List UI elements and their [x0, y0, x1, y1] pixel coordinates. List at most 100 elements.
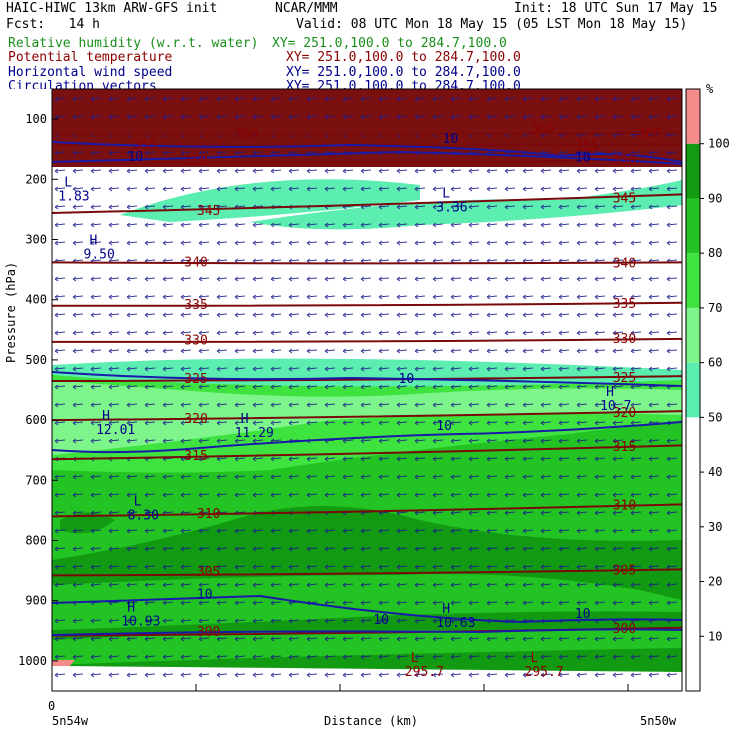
theta-label: 345	[613, 192, 636, 207]
colorbar-tick-label: 100	[708, 137, 730, 151]
x-start-label: 0	[48, 699, 55, 713]
theta-label: 350	[184, 154, 207, 169]
extremum-value: 8.30	[128, 509, 159, 524]
extremum-value: 9.50	[84, 247, 115, 262]
colorbar-frame	[685, 88, 701, 692]
theta-label: 365	[531, 122, 554, 137]
extremum-value: 10.93	[121, 615, 160, 630]
field-xy-rh: XY= 251.0,100.0 to 284.7,100.0	[272, 36, 507, 51]
colorbar-tick-label: 30	[708, 520, 722, 534]
x-axis	[51, 684, 629, 691]
wind-speed-label: 10	[443, 132, 459, 147]
theta-contour-325	[52, 375, 682, 382]
colorbar: 10 20 30 40 50 60 70 80 90 100	[685, 88, 730, 692]
y-tick-label: 600	[25, 413, 47, 427]
wind-speed-label: 10	[399, 372, 415, 387]
contour-labels: 300 300 305 305 310 310 315 315 320 320 325 325 330 3…	[58, 122, 661, 680]
rh-field	[52, 89, 682, 691]
colorbar-band	[686, 362, 700, 418]
colorbar-tick-label: 50	[708, 410, 722, 424]
y-axis-label: Pressure (hPa)	[4, 262, 18, 363]
theta-label: 325	[184, 372, 207, 387]
theta-label: 340	[184, 255, 207, 270]
theta-contour-305	[52, 568, 682, 577]
colorbar-band	[686, 417, 700, 691]
colorbar-tick-label: 20	[708, 575, 722, 589]
forecast-hour: Fcst: 14 h	[6, 17, 100, 32]
wind-speed-label: 10	[575, 151, 591, 166]
colorbar-unit: %	[706, 82, 714, 96]
theta-label: 350	[613, 153, 636, 168]
field-name-rh: Relative humidity (w.r.t. water)	[8, 36, 259, 51]
init-time: Init: 18 UTC Sun 17 May 15	[514, 1, 718, 16]
field-name-wind: Horizontal wind speed	[8, 65, 173, 80]
colorbar-band	[686, 89, 700, 144]
theta-contour-345	[52, 193, 682, 215]
colorbar-tick-label: 70	[708, 301, 722, 315]
theta-label: 335	[184, 298, 207, 313]
extremum-type: L	[64, 176, 72, 191]
field-name-vectors: Circulation vectors	[8, 80, 157, 89]
extremum-type: L	[411, 651, 419, 666]
extremum-value: 295.7	[525, 665, 564, 680]
valid-time: Valid: 08 UTC Mon 18 May 15 (05 LST Mon …	[296, 17, 688, 32]
wind-speed-label: 10	[575, 607, 591, 622]
x-right-label: 5n50w	[640, 714, 677, 728]
plot-frame	[51, 88, 683, 692]
extremum-type: H	[606, 385, 614, 400]
theta-contour-335	[52, 301, 682, 307]
colorbar-tick-label: 10	[708, 629, 722, 643]
y-tick-label: 1000	[18, 654, 47, 668]
extremum-type: H	[127, 601, 135, 616]
colorbar-tick-label: 60	[708, 356, 722, 370]
theta-label: 325	[613, 371, 636, 386]
extremum-type: H	[241, 412, 249, 427]
theta-label: 305	[197, 565, 220, 580]
theta-contour-310	[52, 503, 682, 518]
extremum-type: L	[531, 651, 539, 666]
extremum-type: H	[102, 409, 110, 424]
colorbar-band	[686, 307, 700, 363]
extremum-value: 295.7	[405, 665, 444, 680]
theta-label: 320	[184, 412, 207, 427]
x-left-label: 5n54w	[52, 714, 89, 728]
x-axis-label: Distance (km)	[324, 714, 418, 728]
theta-label: 330	[613, 332, 636, 347]
theta-label: 300	[197, 625, 220, 640]
y-tick-label: 200	[25, 172, 47, 186]
theta-label: 335	[613, 297, 636, 312]
wind-speed-label: 10	[373, 613, 389, 628]
colorbar-tick-label: 80	[708, 246, 722, 260]
y-tick-label: 500	[25, 353, 47, 367]
wind-speed-label: 10	[197, 588, 213, 603]
field-xy-wind: XY= 251.0,100.0 to 284.7,100.0	[286, 65, 521, 80]
theta-contour-340	[52, 261, 682, 265]
theta-label: 355	[134, 138, 157, 153]
colorbar-band	[686, 143, 700, 199]
colorbar-band	[686, 253, 700, 308]
model-title: HAIC-HIWC 13km ARW-GFS init	[6, 1, 218, 16]
extremum-type: H	[442, 602, 450, 617]
theta-label: 355	[575, 139, 598, 154]
extremum-value: 11.29	[235, 426, 274, 441]
field-xy-vectors: XY= 251.0,100.0 to 284.7,100.0	[286, 80, 521, 89]
colorbar-tick-label: 90	[708, 191, 722, 205]
theta-label: 320	[613, 406, 636, 421]
y-axis: 100 200 300 400 500 600 700 800 900 1000	[18, 112, 58, 668]
theta-label: 360	[638, 127, 661, 142]
theta-contour-360	[52, 131, 682, 136]
theta-label: 305	[613, 564, 636, 579]
theta-label: 345	[197, 204, 220, 219]
extremum-value: 10.63	[436, 616, 475, 631]
theta-label: 340	[613, 257, 636, 272]
extremum-value: 1.83	[58, 190, 89, 205]
extremum-value: 3.36	[436, 200, 467, 215]
theta-label: 310	[197, 507, 220, 522]
y-tick-label: 800	[25, 534, 47, 548]
y-tick-label: 400	[25, 293, 47, 307]
wind-speed-label: 10	[128, 150, 144, 165]
theta-label: 310	[613, 499, 636, 514]
extremum-type: L	[442, 186, 450, 201]
colorbar-band	[686, 198, 700, 254]
